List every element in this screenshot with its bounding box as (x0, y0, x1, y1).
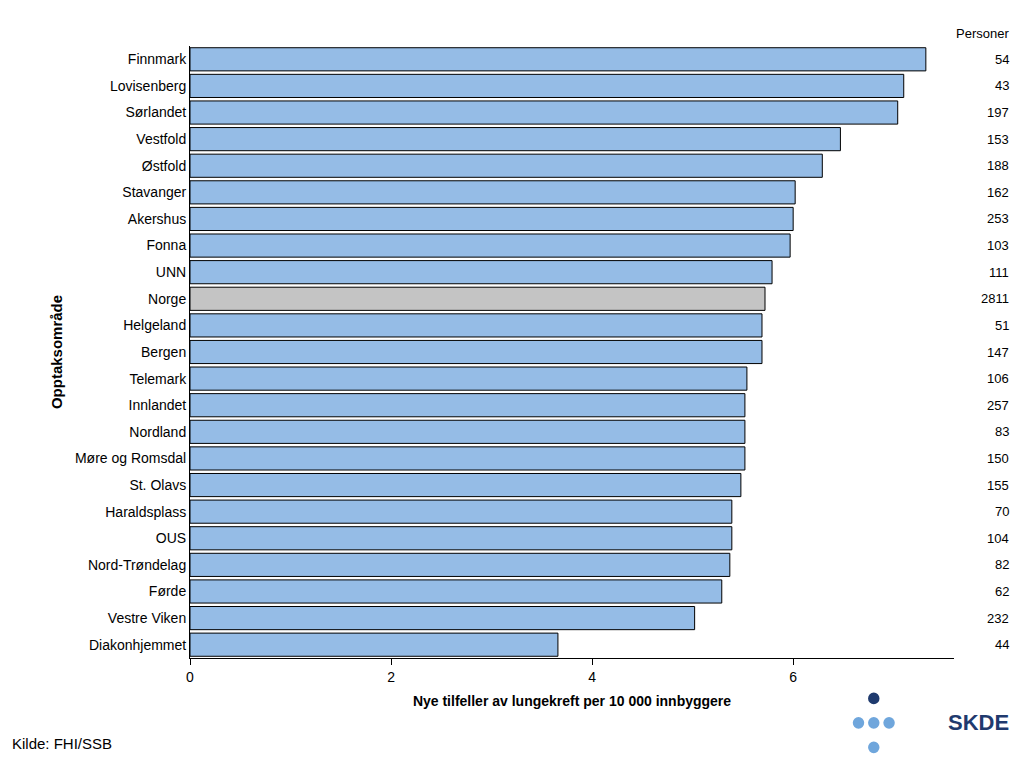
svg-text:62: 62 (995, 584, 1009, 599)
svg-text:Bergen: Bergen (141, 344, 186, 360)
svg-text:Nord-Trøndelag: Nord-Trøndelag (88, 557, 186, 573)
svg-text:188: 188 (987, 158, 1009, 173)
svg-text:150: 150 (987, 451, 1009, 466)
svg-text:UNN: UNN (156, 264, 186, 280)
svg-text:2811: 2811 (981, 291, 1009, 306)
svg-text:197: 197 (987, 105, 1009, 120)
svg-text:54: 54 (995, 52, 1009, 67)
svg-text:Akershus: Akershus (128, 211, 186, 227)
svg-text:Lovisenberg: Lovisenberg (110, 78, 186, 94)
svg-text:257: 257 (987, 398, 1009, 413)
svg-text:SKDE: SKDE (948, 710, 1009, 735)
svg-text:0: 0 (186, 669, 194, 685)
svg-text:Finnmark: Finnmark (128, 51, 187, 67)
svg-text:Personer: Personer (956, 26, 1009, 41)
svg-text:Møre og Romsdal: Møre og Romsdal (75, 450, 186, 466)
svg-text:Vestfold: Vestfold (136, 131, 186, 147)
svg-text:43: 43 (995, 78, 1009, 93)
svg-text:153: 153 (987, 132, 1009, 147)
svg-text:OUS: OUS (156, 530, 186, 546)
svg-text:44: 44 (995, 637, 1009, 652)
svg-text:Diakonhjemmet: Diakonhjemmet (89, 637, 186, 653)
svg-text:104: 104 (987, 531, 1009, 546)
svg-text:Førde: Førde (149, 583, 187, 599)
svg-text:Opptaksområde: Opptaksområde (48, 295, 65, 409)
svg-text:Telemark: Telemark (129, 371, 187, 387)
svg-text:Helgeland: Helgeland (123, 317, 186, 333)
svg-text:Stavanger: Stavanger (122, 184, 186, 200)
svg-text:147: 147 (987, 345, 1009, 360)
svg-text:Kilde: FHI/SSB: Kilde: FHI/SSB (12, 735, 112, 752)
svg-text:Norge: Norge (148, 291, 186, 307)
svg-text:51: 51 (995, 318, 1009, 333)
svg-text:Nye tilfeller av lungekreft pe: Nye tilfeller av lungekreft per 10 000 i… (413, 693, 731, 709)
svg-text:Sørlandet: Sørlandet (125, 104, 186, 120)
svg-text:70: 70 (995, 504, 1009, 519)
svg-text:162: 162 (987, 185, 1009, 200)
svg-text:232: 232 (987, 611, 1009, 626)
svg-text:82: 82 (995, 557, 1009, 572)
svg-text:Innlandet: Innlandet (129, 397, 187, 413)
svg-text:Vestre Viken: Vestre Viken (108, 610, 186, 626)
svg-text:Østfold: Østfold (142, 158, 186, 174)
svg-text:106: 106 (987, 371, 1009, 386)
svg-text:253: 253 (987, 211, 1009, 226)
svg-text:Haraldsplass: Haraldsplass (105, 504, 186, 520)
svg-text:Fonna: Fonna (146, 237, 186, 253)
svg-text:111: 111 (989, 265, 1009, 280)
svg-text:103: 103 (987, 238, 1009, 253)
svg-text:2: 2 (387, 669, 395, 685)
svg-text:4: 4 (588, 669, 596, 685)
svg-text:83: 83 (995, 424, 1009, 439)
svg-text:St. Olavs: St. Olavs (129, 477, 186, 493)
svg-text:155: 155 (987, 478, 1009, 493)
svg-text:Nordland: Nordland (129, 424, 186, 440)
svg-text:6: 6 (789, 669, 797, 685)
